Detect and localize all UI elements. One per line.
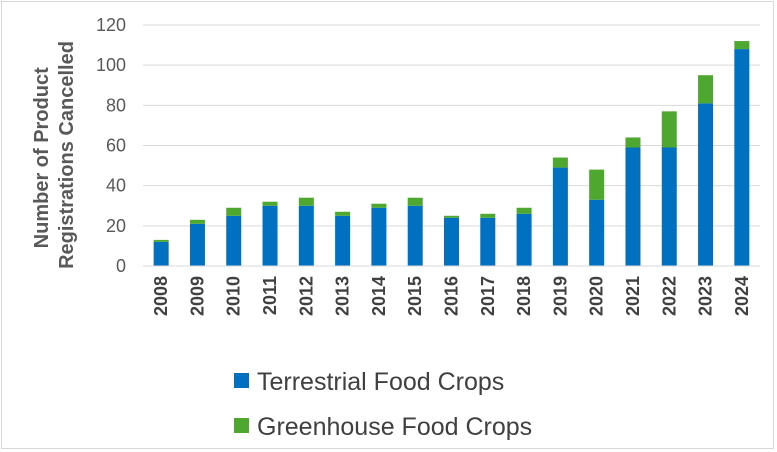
y-tick-label: 20	[106, 216, 126, 236]
bar-terrestrial-2019	[552, 167, 568, 266]
legend-swatch-greenhouse	[234, 418, 249, 433]
bar-terrestrial-2009	[189, 223, 205, 266]
y-tick-label: 40	[106, 176, 126, 196]
bar-greenhouse-2023	[698, 75, 714, 104]
bar-greenhouse-2019	[552, 157, 568, 168]
y-tick-label: 120	[96, 15, 126, 35]
y-axis-label-line-1: Number of Product	[31, 67, 53, 248]
x-tick-label: 2014	[369, 276, 389, 316]
x-tick-label: 2018	[514, 276, 534, 316]
x-tick-label: 2019	[550, 276, 570, 316]
bar-terrestrial-2020	[589, 199, 605, 266]
y-tick-labels: 0 20 40 60 80 100 120	[96, 15, 126, 276]
x-tick-label: 2015	[405, 276, 425, 316]
bar-greenhouse-2024	[734, 41, 750, 50]
x-tick-label: 2023	[696, 276, 716, 316]
bar-greenhouse-2020	[589, 169, 605, 200]
bar-terrestrial-2024	[734, 49, 750, 266]
bar-greenhouse-2010	[226, 207, 242, 216]
x-tick-label: 2010	[224, 276, 244, 316]
bar-terrestrial-2023	[698, 103, 714, 266]
x-tick-label: 2016	[442, 276, 462, 316]
bars	[153, 41, 750, 266]
legend-label-terrestrial: Terrestrial Food Crops	[257, 368, 504, 396]
y-axis-label-line-2: Registrations Cancelled	[56, 41, 78, 269]
x-tick-label: 2020	[587, 276, 607, 316]
bar-greenhouse-2008	[153, 239, 169, 242]
x-tick-label: 2017	[478, 276, 498, 316]
bar-terrestrial-2021	[625, 147, 641, 266]
x-tick-label: 2022	[659, 276, 679, 316]
y-tick-label: 80	[106, 95, 126, 115]
bar-terrestrial-2017	[480, 217, 496, 266]
legend-label-greenhouse: Greenhouse Food Crops	[257, 413, 532, 441]
bar-greenhouse-2015	[407, 197, 423, 206]
bar-terrestrial-2013	[335, 215, 351, 266]
bar-greenhouse-2012	[298, 197, 314, 206]
y-tick-label: 60	[106, 136, 126, 156]
legend: Terrestrial Food Crops Greenhouse Food C…	[234, 368, 532, 441]
bar-terrestrial-2022	[661, 147, 677, 266]
bar-greenhouse-2014	[371, 203, 387, 208]
x-tick-label: 2009	[187, 276, 207, 316]
bar-terrestrial-2011	[262, 205, 278, 266]
x-tick-label: 2013	[333, 276, 353, 316]
bar-greenhouse-2009	[189, 219, 205, 224]
y-tick-label: 100	[96, 55, 126, 75]
bar-greenhouse-2022	[661, 111, 677, 148]
bar-terrestrial-2014	[371, 207, 387, 266]
bar-terrestrial-2016	[444, 217, 459, 266]
bar-greenhouse-2021	[625, 137, 641, 148]
bar-terrestrial-2015	[407, 205, 423, 266]
bar-greenhouse-2016	[444, 215, 459, 218]
bar-terrestrial-2010	[226, 215, 242, 266]
legend-swatch-terrestrial	[234, 373, 249, 388]
x-tick-label: 2012	[296, 276, 316, 316]
bar-terrestrial-2012	[298, 205, 314, 266]
bar-greenhouse-2017	[480, 213, 496, 218]
gridlines	[143, 24, 760, 227]
x-tick-label: 2024	[732, 276, 752, 316]
x-tick-label: 2021	[623, 276, 643, 316]
bar-terrestrial-2008	[153, 241, 169, 266]
bar-terrestrial-2018	[516, 213, 532, 266]
y-tick-label: 0	[116, 256, 126, 276]
x-tick-labels: 2008 2009 2010 2011 2012 2013 2014 2015 2016 2017…	[151, 276, 752, 316]
x-tick-label: 2011	[260, 276, 280, 315]
bar-greenhouse-2018	[516, 207, 532, 214]
x-tick-label: 2008	[151, 276, 171, 316]
bar-greenhouse-2013	[335, 211, 351, 216]
bar-greenhouse-2011	[262, 201, 278, 206]
y-axis-label: Number of Product Registrations Cancelle…	[31, 41, 78, 269]
